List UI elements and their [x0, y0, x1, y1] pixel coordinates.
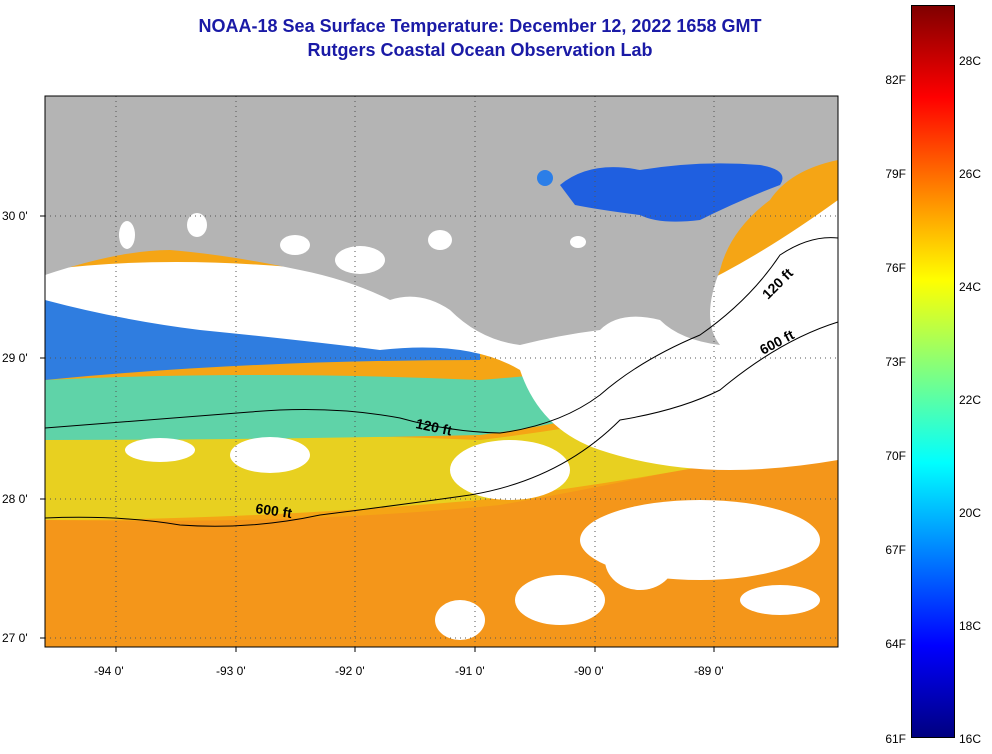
isobath-120ft — [44, 237, 839, 434]
colorbar-label-22c: 22C — [959, 393, 982, 407]
colorbar-label-67f: 67F — [885, 543, 906, 557]
isobath-600ft — [44, 321, 839, 527]
lon-label-94: -94 0' — [94, 664, 124, 678]
colorbar-label-26c: 26C — [959, 167, 982, 181]
colorbar-label-61f: 61F — [885, 732, 906, 746]
lake-pontchartrain — [560, 163, 783, 222]
chart-title: NOAA-18 Sea Surface Temperature: Decembe… — [198, 16, 762, 36]
isobath-label-600ft-south: 600 ft — [255, 500, 294, 521]
colorbar-label-70f: 70F — [885, 449, 906, 463]
colorbar-label-76f: 76F — [885, 261, 906, 275]
chart-subtitle: Rutgers Coastal Ocean Observation Lab — [307, 40, 653, 60]
graticule — [45, 96, 838, 647]
lat-label-30: 30 0' — [2, 209, 28, 223]
warm-water-region — [45, 430, 838, 647]
lake-maurepas — [537, 170, 553, 186]
colorbar-label-16c: 16C — [959, 732, 982, 746]
frame-ticks — [40, 215, 715, 652]
colorbar-label-18c: 18C — [959, 619, 982, 633]
lat-label-29: 29 0' — [2, 351, 28, 365]
lon-label-92: -92 0' — [335, 664, 365, 678]
map-frame — [44, 95, 839, 648]
colorbar-label-24c: 24C — [959, 280, 982, 294]
lon-label-89: -89 0' — [694, 664, 724, 678]
isobath-label-120ft-south: 120 ft — [414, 415, 453, 438]
cloud-cover — [45, 200, 838, 640]
colorbar-label-82f: 82F — [885, 73, 906, 87]
lon-label-91: -91 0' — [455, 664, 485, 678]
colorbar-label-64f: 64F — [885, 637, 906, 651]
lon-label-93: -93 0' — [216, 664, 246, 678]
lat-label-28: 28 0' — [2, 492, 28, 506]
temperature-colorbar — [911, 5, 955, 738]
colorbar-label-79f: 79F — [885, 167, 906, 181]
land — [45, 96, 838, 345]
lat-label-27: 27 0' — [2, 631, 28, 645]
colorbar-label-20c: 20C — [959, 506, 982, 520]
colorbar-label-28c: 28C — [959, 54, 982, 68]
colorbar-label-73f: 73F — [885, 355, 906, 369]
inland-lakes — [119, 213, 586, 274]
mid-water-region — [45, 370, 838, 520]
lon-label-90: -90 0' — [574, 664, 604, 678]
